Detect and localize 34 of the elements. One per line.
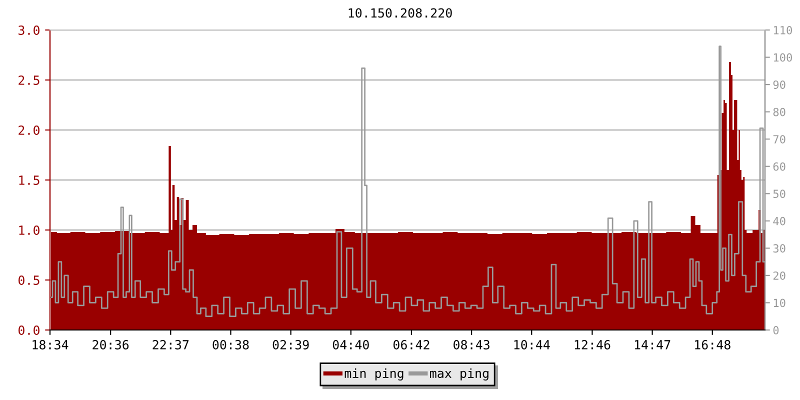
y2-tick-label: 20 xyxy=(773,271,786,280)
x-tick-label: 14:47 xyxy=(634,340,670,350)
x-tick-label: 08:43 xyxy=(454,340,490,350)
x-tick-label: 18:34 xyxy=(32,340,68,350)
y-tick-label: 1.0 xyxy=(19,226,40,235)
y2-tick-label: 80 xyxy=(773,108,786,116)
y2-tick-label: 0 xyxy=(773,326,779,334)
y2-tick-label: 10 xyxy=(774,298,786,308)
x-tick-label: 10:44 xyxy=(514,340,550,350)
y-tick-label: 2.5 xyxy=(18,76,40,85)
y2-tick-label: 100 xyxy=(774,53,792,62)
legend-label: min ping xyxy=(344,368,404,380)
x-tick-label: 02:39 xyxy=(272,340,309,350)
chart-title: 10.150.208.220 xyxy=(348,8,452,18)
x-tick-label: 00:38 xyxy=(212,340,249,350)
x-tick-label: 12:46 xyxy=(574,340,610,350)
y-tick-label: 3.0 xyxy=(18,26,40,35)
y-tick-label: 0.0 xyxy=(18,326,40,335)
y2-tick-label: 70 xyxy=(773,135,786,144)
x-tick-label: 06:42 xyxy=(393,340,430,350)
y2-tick-label: 40 xyxy=(773,216,786,226)
x-tick-label: 22:37 xyxy=(152,340,189,350)
y2-tick-label: 90 xyxy=(773,80,786,89)
x-tick-label: 20:36 xyxy=(92,340,129,350)
y-tick-label: 0.5 xyxy=(18,276,40,285)
y2-tick-label: 30 xyxy=(773,244,786,253)
y2-tick-label: 50 xyxy=(773,190,786,198)
x-tick-label: 16:48 xyxy=(695,340,730,350)
legend-label: max ping xyxy=(430,368,488,380)
y-tick-label: 1.5 xyxy=(19,176,40,185)
x-tick-label: 04:40 xyxy=(332,340,369,350)
y-tick-label: 2.0 xyxy=(18,126,40,135)
y2-tick-label: 60 xyxy=(773,162,786,171)
y2-tick-label: 110 xyxy=(774,26,792,34)
